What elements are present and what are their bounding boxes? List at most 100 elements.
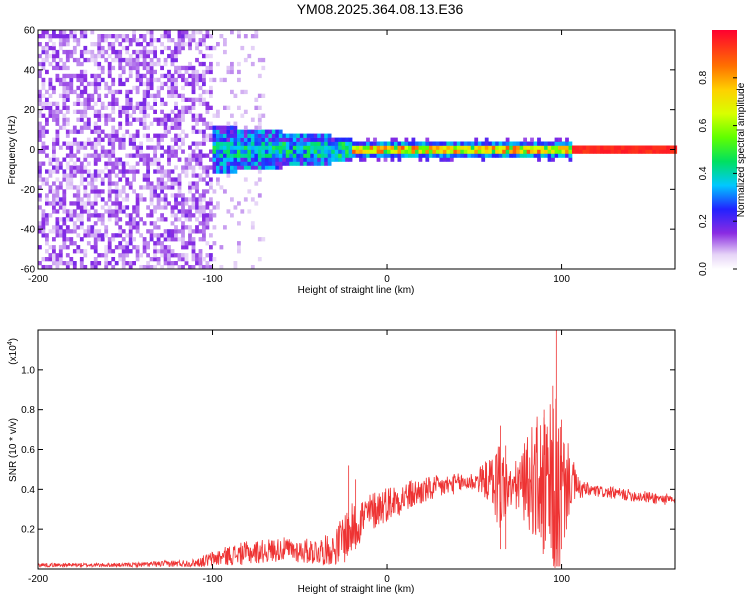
spectrogram-cell [132, 141, 136, 146]
spectrogram-cell [411, 145, 416, 150]
spectrogram-cell [264, 137, 269, 142]
spectrogram-cell [55, 189, 60, 194]
spectrogram-cell [359, 145, 363, 150]
spectrogram-cell [118, 209, 123, 214]
spectrogram-cell [634, 145, 639, 150]
spectrogram-cell [97, 129, 102, 134]
spectrogram-cell [170, 181, 175, 186]
spectrogram-cell [163, 169, 168, 174]
spectrogram-cell [435, 141, 440, 146]
spectrogram-cell [86, 233, 91, 238]
spectrogram-cell [488, 145, 493, 150]
spectrogram-cell [65, 161, 70, 166]
spectrogram-cell [65, 253, 70, 258]
spectrogram-cell [282, 145, 287, 150]
spectrogram-cell [125, 61, 130, 67]
spectrogram-cell [160, 34, 164, 39]
spectrogram-cell [65, 57, 70, 63]
spectrogram-cell [128, 221, 133, 226]
spectrogram-cell [160, 133, 164, 138]
spectrogram-cell [97, 157, 102, 162]
spectrogram-cell [149, 121, 154, 126]
spectrogram-cell [48, 109, 53, 114]
spectrogram-cell [121, 109, 126, 114]
spectrogram-cell [69, 149, 74, 154]
spectrogram-cell [41, 257, 46, 262]
spectrogram-cell [121, 257, 126, 262]
spectrogram-cell [76, 38, 81, 43]
spectrogram-cell [202, 209, 206, 214]
spectrogram-cell [125, 213, 130, 218]
spectrogram-cell [41, 81, 46, 87]
spectrogram-cell [174, 201, 178, 206]
spectrogram-cell [163, 229, 168, 234]
spectrogram-cell [111, 233, 116, 238]
spectrogram-cell [132, 117, 136, 122]
spectrogram-cell [257, 149, 262, 154]
spectrogram-cell [596, 145, 601, 150]
spectrogram-cell [62, 42, 67, 47]
spectrogram-cell [624, 145, 629, 150]
spectrogram-cell [52, 249, 56, 254]
spectrogram-cell [118, 201, 123, 206]
spectrogram-cell [142, 109, 147, 114]
spectrogram-cell [153, 205, 157, 210]
spectrogram-cell [257, 157, 262, 162]
spectrogram-cell [52, 137, 56, 142]
spectrogram-cell [163, 205, 168, 210]
spectrogram-cell [198, 129, 203, 134]
spectrogram-cell [100, 69, 105, 75]
spectrogram-cell [90, 233, 95, 238]
spectrogram-cell [188, 65, 192, 71]
spectrogram-cell [90, 189, 95, 194]
spectrogram-cell [111, 34, 116, 39]
spectrogram-cell [174, 101, 178, 106]
spectrogram-cell [48, 85, 53, 91]
spectrogram-cell [55, 113, 60, 118]
spectrogram-cell [240, 153, 245, 158]
spectrogram-cell [394, 141, 398, 146]
spectrogram-cell [655, 149, 660, 154]
spectrogram-cell [128, 97, 133, 102]
spectrogram-cell [219, 34, 224, 39]
spectrogram-cell [418, 145, 423, 150]
spectrogram-cell [177, 45, 182, 51]
spectrogram-cell [198, 30, 203, 35]
spectrogram-cell [132, 30, 136, 35]
colorbar-tick-label: 0.4 [698, 166, 709, 180]
spectrogram-cell [223, 145, 227, 150]
spectrogram-cell [153, 109, 157, 114]
spectrogram-cell [170, 77, 175, 83]
spectrogram-cell [600, 149, 604, 154]
spectrogram-cell [198, 49, 203, 55]
spectrogram-cell [86, 49, 91, 55]
spectrogram-cell [223, 157, 227, 162]
spectrogram-cell [79, 209, 84, 214]
spectrogram-cell [107, 181, 112, 186]
spectrogram-cell [195, 30, 199, 35]
spectrogram-cell [149, 61, 154, 67]
spectrogram-cell [65, 53, 70, 59]
spectrogram-cell [170, 125, 175, 130]
spectrogram-cell [107, 61, 112, 67]
spectrogram-cell [149, 229, 154, 234]
spectrogram-cell [191, 81, 196, 87]
spectrogram-cell [52, 42, 56, 47]
spectrogram-cell [48, 229, 53, 234]
spectrogram-cell [191, 245, 196, 250]
spectrogram-cell [195, 185, 199, 190]
spectrogram-cell [170, 117, 175, 122]
spectrogram-cell [181, 65, 185, 71]
spectrogram-cell [97, 137, 102, 142]
spectrogram-cell [264, 129, 269, 134]
spectrogram-cell [48, 77, 53, 83]
spectrogram-cell [198, 265, 203, 270]
spectrogram-cell [257, 141, 262, 146]
spectrogram-cell [195, 253, 199, 258]
spectrogram-cell [146, 161, 150, 166]
spectrogram-cell [100, 177, 105, 182]
spectrogram-cell [198, 249, 203, 254]
spectrogram-cell [188, 205, 192, 210]
spectrogram-cell [79, 181, 84, 186]
spectrogram-cell [181, 141, 185, 146]
